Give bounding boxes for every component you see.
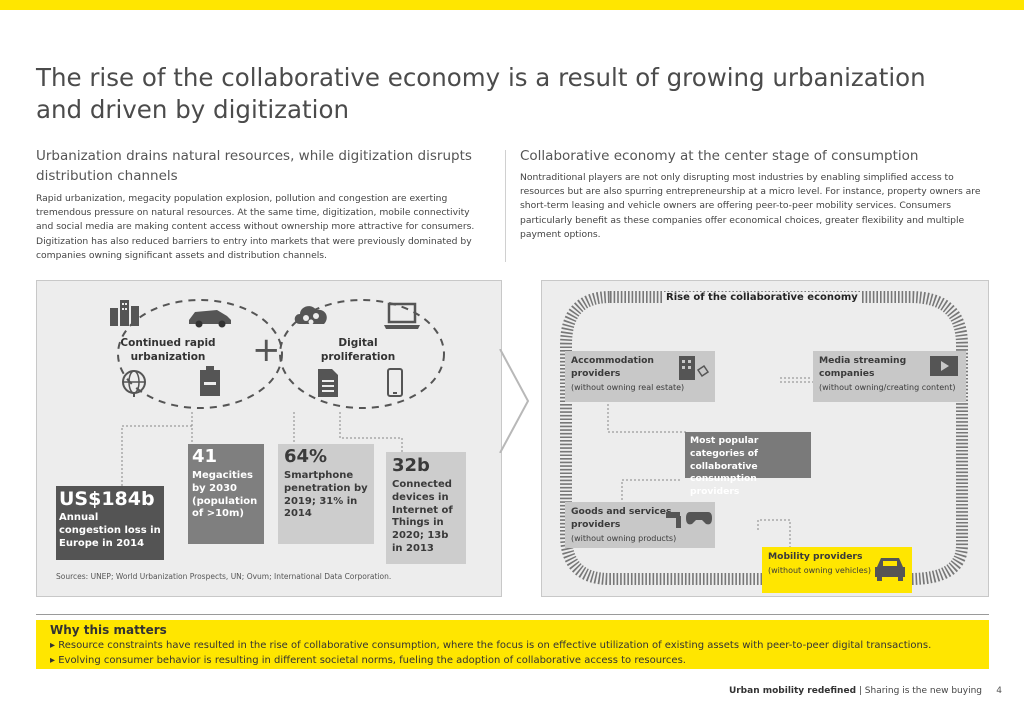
goods-category: Goods and services providers (without ow… bbox=[565, 502, 715, 548]
goods-name: Goods and services providers bbox=[571, 506, 672, 530]
stat-connectors bbox=[121, 412, 403, 486]
megacities-desc: Megacities by 2030 (population of >10m) bbox=[192, 470, 258, 520]
media-note: (without owning/creating content) bbox=[819, 382, 956, 392]
media-player-icon bbox=[930, 356, 958, 376]
why-point-2-text: Evolving consumer behavior is resulting … bbox=[58, 655, 686, 666]
why-point-1: ▸ Resource constraints have resulted in … bbox=[50, 640, 932, 651]
vehicle-icon bbox=[875, 558, 905, 581]
laptop-icon bbox=[384, 302, 420, 329]
mobility-note: (without owning vehicles) bbox=[768, 565, 871, 575]
smartphone-value: 64% bbox=[284, 446, 328, 467]
urbanization-label: Continued rapid urbanization bbox=[120, 337, 216, 363]
accommodation-note: (without owning real estate) bbox=[571, 382, 685, 392]
urbanization-ring bbox=[117, 299, 283, 409]
why-point-2: ▸ Evolving consumer behavior is resultin… bbox=[50, 655, 686, 666]
page-number: 4 bbox=[996, 686, 1002, 696]
chevron-arrow-icon bbox=[499, 349, 530, 453]
cloud-icon bbox=[294, 306, 327, 325]
sources-note: Sources: UNEP; World Urbanization Prospe… bbox=[56, 572, 392, 581]
ribbon-track bbox=[560, 291, 968, 585]
megacities-value: 41 bbox=[192, 446, 218, 467]
left-heading: Urbanization drains natural resources, w… bbox=[36, 148, 472, 184]
why-title: Why this matters bbox=[50, 623, 167, 637]
smartphone-desc: Smartphone penetration by 2019; 31% in 2… bbox=[284, 470, 368, 520]
right-heading: Collaborative economy at the center stag… bbox=[520, 148, 919, 164]
devices-desc: Connected devices in Internet of Things … bbox=[392, 479, 453, 554]
accommodation-name: Accommodation providers bbox=[571, 355, 654, 379]
hotel-building-icon bbox=[679, 356, 710, 380]
digital-ring bbox=[279, 299, 445, 409]
globe-icon bbox=[122, 370, 146, 397]
buildings-icon bbox=[110, 300, 139, 326]
congestion-value: US$184b bbox=[59, 488, 155, 510]
drill-gamepad-icon bbox=[666, 512, 712, 528]
plus-sign: + bbox=[252, 330, 281, 370]
devices-stat: 32b Connected devices in Internet of Thi… bbox=[386, 452, 466, 564]
center-category-box: Most popular categories of collaborative… bbox=[685, 432, 811, 497]
smartphone-stat: 64% Smartphone penetration by 2019; 31% … bbox=[278, 444, 374, 544]
document-icon bbox=[318, 369, 338, 397]
goods-note: (without owning products) bbox=[571, 533, 677, 543]
ribbon-title: Rise of the collaborative economy bbox=[663, 292, 861, 303]
devices-value: 32b bbox=[392, 455, 430, 476]
media-name: Media streaming companies bbox=[819, 355, 907, 379]
congestion-desc: Annual congestion loss in Europe in 2014 bbox=[59, 512, 161, 549]
page-title: The rise of the collaborative economy is… bbox=[36, 63, 926, 124]
why-top-rule bbox=[36, 614, 989, 615]
why-point-1-text: Resource constraints have resulted in th… bbox=[58, 640, 932, 651]
left-body: Rapid urbanization, megacity population … bbox=[36, 193, 475, 261]
center-category-text: Most popular categories of collaborative… bbox=[690, 435, 759, 498]
congestion-stat: US$184b Annual congestion loss in Europe… bbox=[56, 486, 164, 560]
car-icon bbox=[189, 310, 231, 328]
footer-text: Urban mobility redefined | Sharing is th… bbox=[728, 686, 982, 696]
digital-label: Digital proliferation bbox=[320, 337, 396, 363]
top-accent-bar bbox=[0, 0, 1024, 10]
right-body: Nontraditional players are not only disr… bbox=[520, 172, 981, 240]
mobility-name: Mobility providers bbox=[768, 551, 863, 562]
megacities-stat: 41 Megacities by 2030 (population of >10… bbox=[188, 444, 264, 544]
footer-rest: Sharing is the new buying bbox=[864, 686, 982, 696]
smartphone-icon bbox=[387, 368, 403, 397]
section-divider bbox=[505, 150, 506, 262]
footer-bold: Urban mobility redefined bbox=[728, 686, 857, 696]
battery-icon bbox=[200, 366, 220, 396]
why-this-matters-box: Why this matters ▸ Resource constraints … bbox=[36, 620, 989, 669]
